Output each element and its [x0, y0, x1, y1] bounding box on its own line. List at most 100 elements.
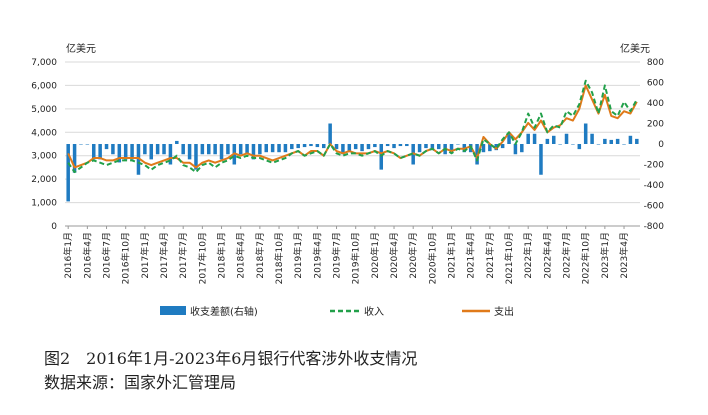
- x-axis-tick-label: 2020年7月: [407, 232, 419, 279]
- x-axis-tick-label: 2016年10月: [120, 232, 132, 284]
- balance-bar: [117, 144, 122, 163]
- balance-bar: [238, 144, 243, 155]
- balance-bar: [449, 144, 454, 153]
- balance-bar: [532, 133, 537, 144]
- balance-bar: [277, 144, 281, 153]
- balance-bar: [520, 144, 524, 153]
- x-axis-tick-label: 2018年10月: [273, 232, 285, 284]
- x-axis-tick-label: 2020年1月: [369, 232, 381, 279]
- right-axis-tick-label: -600: [644, 202, 665, 212]
- balance-bar: [155, 144, 160, 155]
- x-axis-tick-label: 2019年4月: [311, 232, 323, 279]
- x-axis-tick-label: 2023年1月: [599, 232, 611, 279]
- balance-bar: [571, 144, 575, 145]
- balance-bar: [417, 144, 422, 153]
- legend-label-expense: 支出: [494, 305, 514, 318]
- left-axis-tick-label: 5,000: [31, 105, 57, 115]
- balance-bar: [551, 135, 556, 144]
- chart: 0 1,000 2,000 3,000 4,000 5,000 6,000 7,000 -800…: [31, 42, 664, 318]
- x-axis-tick-label: 2021年10月: [503, 232, 515, 284]
- balance-bar: [436, 144, 441, 150]
- x-axis-tick-label: 2022年7月: [561, 232, 573, 279]
- balance-bar: [187, 144, 192, 160]
- balance-bar: [91, 144, 96, 160]
- left-axis-tick-label: 6,000: [31, 81, 57, 91]
- figure-caption: 图2 2016年1月-2023年6月银行代客涉外收支情况: [44, 349, 418, 368]
- balance-bar: [456, 144, 460, 145]
- balance-bar: [334, 144, 339, 150]
- legend-label-balance: 收支差额(右轴): [190, 305, 258, 318]
- x-axis-tick-label: 2021年4月: [465, 232, 477, 279]
- balance-bar: [430, 144, 435, 151]
- right-axis-tick-label: 200: [647, 120, 664, 130]
- balance-bar: [424, 144, 428, 149]
- balance-bar: [200, 144, 205, 155]
- x-axis-tick-label: 2018年7月: [254, 232, 266, 279]
- x-axis-tick-label: 2019年10月: [350, 232, 362, 284]
- balance-bar: [296, 144, 300, 149]
- balance-bar: [162, 144, 166, 155]
- source-caption: 数据来源：国家外汇管理局: [44, 373, 237, 392]
- x-axis-tick-label: 2023年4月: [618, 232, 630, 279]
- balance-bar: [302, 144, 307, 148]
- x-axis-tick-label: 2022年4月: [541, 232, 553, 279]
- balance-bar: [481, 144, 486, 153]
- balance-bar: [79, 144, 83, 145]
- balance-bar: [360, 144, 364, 152]
- balance-bar: [609, 139, 614, 144]
- balance-bar: [596, 144, 601, 145]
- balance-bar: [175, 140, 179, 144]
- balance-bar: [290, 144, 294, 150]
- balance-bar: [590, 133, 594, 144]
- balance-bar: [264, 144, 269, 153]
- balance-bar: [251, 144, 256, 160]
- legend: 收支差额(右轴) 收入 支出: [160, 305, 514, 318]
- balance-bar: [111, 144, 115, 155]
- x-axis-tick-label: 2021年1月: [446, 232, 458, 279]
- balance-bar: [149, 144, 154, 160]
- left-axis-tick-label: 3,000: [31, 152, 57, 162]
- balance-bar: [615, 138, 620, 144]
- lines: [67, 79, 638, 174]
- left-axis-tick-label: 7,000: [31, 58, 57, 68]
- balance-bar: [635, 138, 639, 144]
- legend-label-income: 收入: [364, 305, 384, 318]
- balance-bar: [558, 144, 562, 145]
- balance-bar: [181, 144, 185, 155]
- x-axis-tick-label: 2020年10月: [426, 232, 438, 284]
- balance-bar: [577, 144, 582, 150]
- balance-bar: [104, 144, 109, 150]
- x-axis-tick-label: 2016年7月: [101, 232, 113, 279]
- left-axis-tick-label: 0: [51, 222, 57, 232]
- balance-bar: [130, 144, 134, 160]
- left-axis-tick-label: 1,000: [31, 199, 57, 209]
- right-axis-tick-label: -400: [644, 181, 665, 191]
- balance-bar: [309, 144, 313, 147]
- balance-bar: [405, 144, 409, 147]
- gridlines: [65, 61, 640, 227]
- right-axis-tick-label: -800: [644, 222, 665, 232]
- balance-bar: [628, 135, 633, 144]
- balance-bar: [219, 144, 224, 160]
- balance-bar: [507, 133, 511, 144]
- x-axis-tick-label: 2019年7月: [331, 232, 343, 279]
- axes: 0 1,000 2,000 3,000 4,000 5,000 6,000 7,000 -800…: [31, 42, 664, 284]
- balance-bar: [66, 144, 70, 202]
- legend-swatch-balance: [160, 306, 186, 315]
- balance-bar: [526, 133, 530, 144]
- balance-bar: [622, 144, 626, 145]
- x-axis-tick-label: 2021年7月: [484, 232, 496, 279]
- balance-bar: [123, 144, 128, 160]
- balance-bar: [379, 144, 384, 170]
- balance-bar: [513, 144, 518, 155]
- balance-bar: [366, 144, 371, 150]
- right-axis-tick-label: 400: [647, 99, 664, 109]
- balance-bar: [206, 144, 211, 155]
- balance-bar: [488, 144, 492, 152]
- x-axis-tick-label: 2018年1月: [216, 232, 228, 279]
- balance-bar: [545, 138, 550, 144]
- balance-bar: [213, 144, 217, 155]
- income-line: [67, 79, 638, 174]
- left-axis-tick-label: 4,000: [31, 128, 57, 138]
- x-axis-tick-label: 2017年7月: [177, 232, 189, 279]
